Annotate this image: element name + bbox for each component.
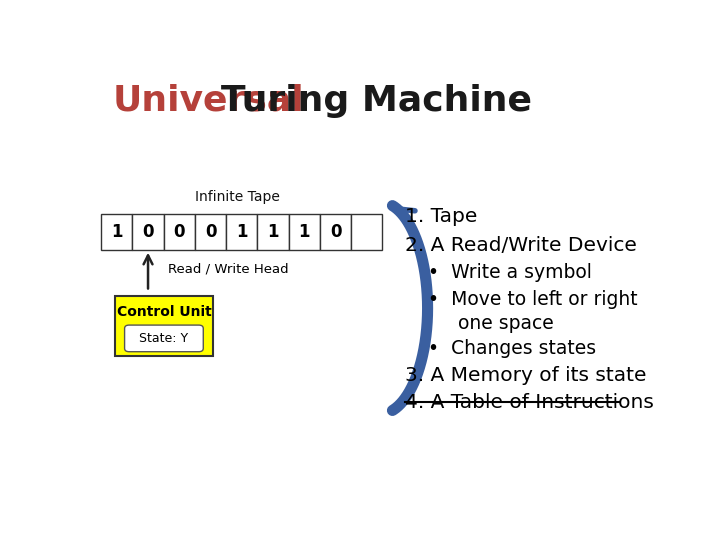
Text: 0: 0 — [330, 223, 341, 241]
Text: 0: 0 — [174, 223, 185, 241]
Text: 1: 1 — [267, 223, 279, 241]
Bar — [226, 214, 258, 250]
Text: •  Changes states: • Changes states — [428, 339, 595, 358]
Text: 1: 1 — [299, 223, 310, 241]
Bar — [163, 214, 195, 250]
Text: 0: 0 — [143, 223, 154, 241]
Text: State: Y: State: Y — [140, 332, 189, 345]
Text: Infinite Tape: Infinite Tape — [195, 190, 280, 204]
Bar — [101, 214, 132, 250]
Text: Turing Machine: Turing Machine — [221, 84, 532, 118]
Bar — [289, 214, 320, 250]
Text: 1: 1 — [111, 223, 122, 241]
Text: •  Move to left or right: • Move to left or right — [428, 290, 637, 309]
Text: •  Write a symbol: • Write a symbol — [428, 263, 591, 282]
Text: Control Unit: Control Unit — [117, 305, 211, 319]
Bar — [195, 214, 226, 250]
Bar — [258, 214, 289, 250]
Text: 2. A Read/Write Device: 2. A Read/Write Device — [405, 236, 637, 255]
Text: one space: one space — [428, 314, 554, 333]
Text: 4. A Table of Instructions: 4. A Table of Instructions — [405, 393, 654, 412]
Bar — [351, 214, 382, 250]
FancyBboxPatch shape — [125, 325, 203, 352]
Text: 1. Tape: 1. Tape — [405, 207, 477, 226]
Bar — [115, 295, 213, 356]
Text: 1: 1 — [236, 223, 248, 241]
Text: Universal: Universal — [112, 84, 304, 118]
Bar — [132, 214, 163, 250]
Text: 3. A Memory of its state: 3. A Memory of its state — [405, 366, 647, 386]
Text: 0: 0 — [204, 223, 216, 241]
Text: Read / Write Head: Read / Write Head — [168, 262, 288, 275]
Bar — [320, 214, 351, 250]
